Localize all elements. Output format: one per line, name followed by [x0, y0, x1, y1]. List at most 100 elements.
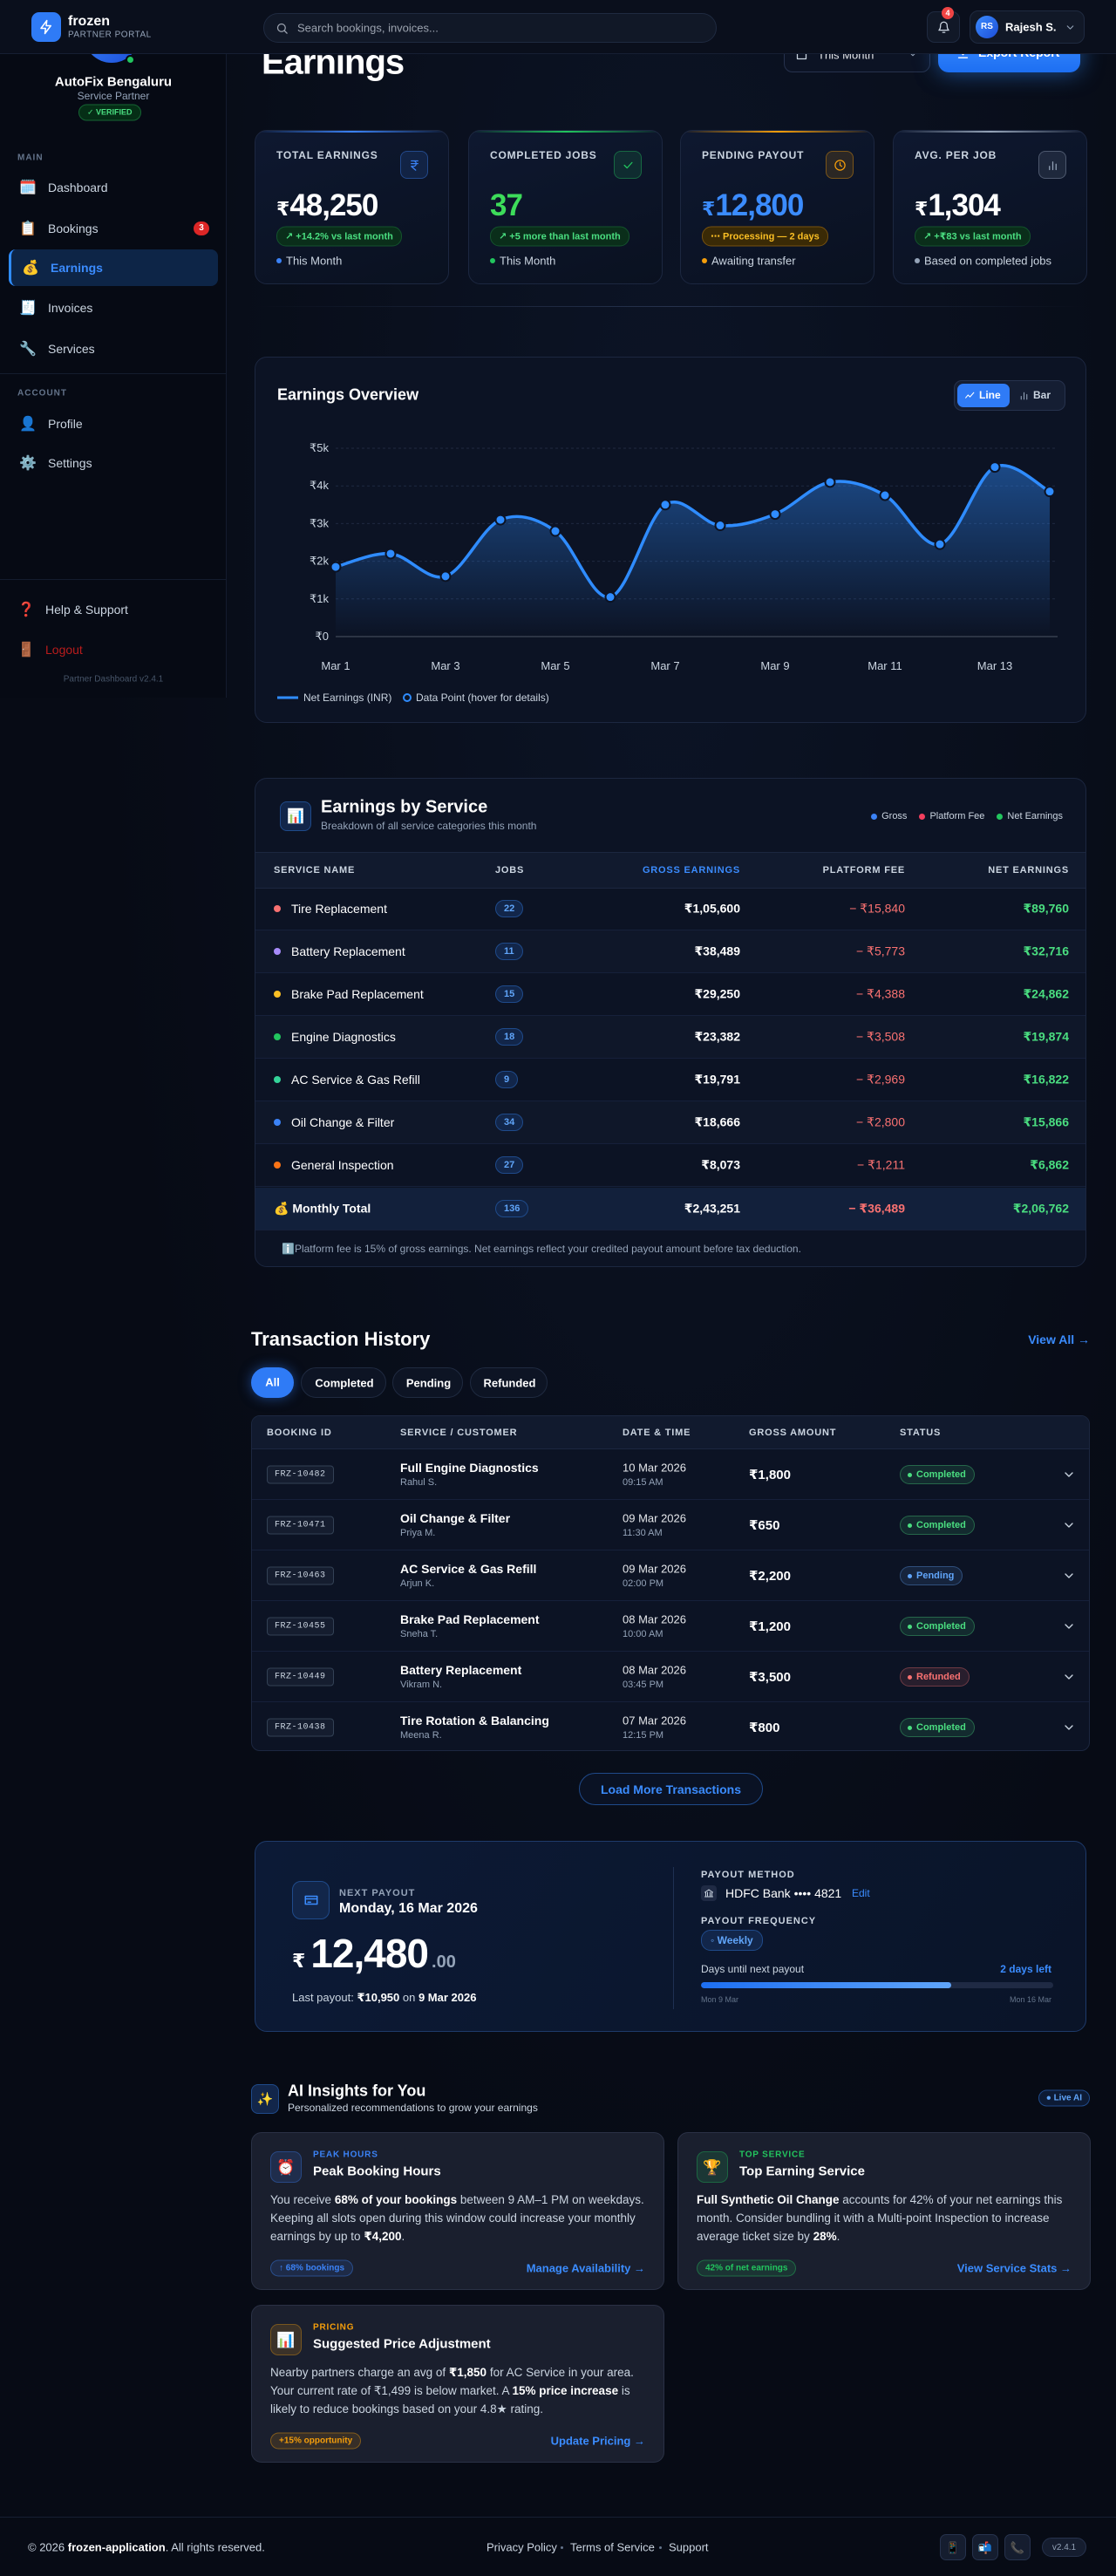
expand-chevron-glyph: [1065, 1624, 1073, 1629]
table-row[interactable]: [252, 1500, 1089, 1550]
data-point: [439, 570, 452, 583]
stat-value-row: ₹12,800: [702, 188, 804, 223]
stat-card: PENDING PAYOUT ₹12,800 ⋯ Processing — 2 da…: [680, 130, 874, 284]
expand-chevron-glyph: [1065, 1725, 1073, 1730]
nav-item[interactable]: 🚪 Logout: [9, 632, 218, 667]
chart-title: Earnings Overview: [277, 385, 419, 404]
bank-glyph-glyph: [704, 1889, 713, 1898]
filter-tab[interactable]: Refunded: [470, 1367, 548, 1398]
insight-title: Suggested Price Adjustment: [313, 2336, 491, 2352]
filter-label: Refunded: [483, 1376, 536, 1390]
nav-item[interactable]: 👤 Profile: [9, 405, 218, 442]
nav-item[interactable]: 🧾 Invoices: [9, 290, 218, 326]
insight-action[interactable]: Update Pricing →: [550, 2434, 645, 2448]
customer-name: Sneha T.: [400, 1629, 439, 1639]
column-header: SERVICE NAME: [274, 865, 356, 876]
filter-tab[interactable]: Pending: [392, 1367, 463, 1398]
footer-link[interactable]: Support: [669, 2540, 709, 2554]
stat-card: AVG. PER JOB ₹1,304 ↗ +₹83 vs last month Ba…: [893, 130, 1087, 284]
stat-value: 1,304: [928, 188, 1001, 222]
toggle-button[interactable]: Line: [957, 384, 1010, 407]
edit-link[interactable]: Edit: [852, 1887, 870, 1899]
nav-item[interactable]: 🗓️ Dashboard: [9, 169, 218, 206]
jobs-pill: 15: [495, 985, 524, 1003]
stat-value: 48,250: [289, 188, 378, 222]
insight-action[interactable]: Manage Availability →: [526, 2261, 645, 2275]
table-row[interactable]: [252, 1550, 1089, 1601]
user-menu[interactable]: RS Rajesh S.: [970, 10, 1085, 44]
x-tick-label: Mar 5: [541, 659, 569, 672]
gross-amount: ₹1,200: [749, 1619, 791, 1634]
net-amount: ₹16,822: [1023, 1072, 1069, 1087]
table-row[interactable]: [252, 1652, 1089, 1702]
expand-chevron: [1065, 1725, 1073, 1730]
search-icon: [276, 23, 288, 34]
gross-amount: ₹2,200: [749, 1569, 791, 1584]
expand-chevron-glyph: [1065, 1523, 1073, 1528]
logo-bolt-glyph: [40, 19, 51, 35]
nav-icon: 🗓️: [19, 181, 37, 195]
data-point: [1044, 486, 1056, 498]
net-amount: ₹2,06,762: [1012, 1201, 1069, 1216]
service-name: Battery Replacement: [400, 1663, 522, 1677]
gross-amount: ₹29,250: [694, 986, 740, 1001]
toggle-button[interactable]: Bar: [1011, 384, 1064, 407]
partner-name: AutoFix Bengaluru: [54, 74, 173, 90]
net-amount: ₹19,874: [1023, 1029, 1069, 1044]
customer-name: Rahul S.: [400, 1477, 438, 1488]
currency: ₹: [915, 198, 929, 220]
expand-chevron-glyph: [1065, 1674, 1073, 1680]
nav-item[interactable]: ❓ Help & Support: [9, 592, 218, 627]
insight-body: Nearby partners charge an avg of ₹1,850 …: [270, 2363, 650, 2418]
insight-card: 🏆 TOP SERVICE Top Earning Service Full Synt…: [677, 2132, 1091, 2290]
table-row[interactable]: [252, 1449, 1089, 1500]
stat-label: AVG. PER JOB: [915, 149, 997, 161]
view-all-link[interactable]: View All →: [1028, 1332, 1090, 1346]
footer-link[interactable]: Terms of Service: [570, 2540, 655, 2554]
nav-label: Profile: [48, 417, 83, 431]
nav-label: Invoices: [48, 301, 93, 315]
customer-name: Priya M.: [400, 1528, 436, 1538]
nav-item[interactable]: 📋 Bookings 3: [9, 210, 218, 247]
column-header: GROSS AMOUNT: [749, 1428, 837, 1438]
insight-action[interactable]: View Service Stats →: [956, 2261, 1072, 2275]
change-pill: ⋯ Processing — 2 days: [702, 226, 828, 247]
footer-link[interactable]: Privacy Policy: [487, 2540, 557, 2554]
nav-item[interactable]: 💰 Earnings: [9, 249, 218, 286]
table-row[interactable]: [252, 1601, 1089, 1652]
stat-note: This Month: [500, 254, 556, 268]
footer-icon[interactable]: 📱: [940, 2534, 966, 2560]
time: 09:15 AM: [623, 1477, 663, 1488]
range-start: Mon 9 Mar: [701, 1995, 739, 2004]
status-pill: Completed: [900, 1516, 975, 1535]
gross-amount: ₹19,791: [694, 1072, 740, 1087]
nav-label: Bookings: [48, 221, 99, 235]
status-pill: Completed: [900, 1718, 975, 1737]
footer-icon[interactable]: 📬: [972, 2534, 998, 2560]
filter-tab[interactable]: Completed: [301, 1367, 386, 1398]
nav-item[interactable]: 🔧 Services: [9, 331, 218, 367]
filter-tab[interactable]: All: [251, 1367, 294, 1398]
column-header: JOBS: [495, 865, 525, 876]
search-placeholder: Search bookings, invoices...: [297, 21, 439, 35]
service-name: Oil Change & Filter: [400, 1511, 511, 1525]
insight-body: You receive 68% of your bookings between…: [270, 2191, 650, 2245]
bold-text: 68% of your bookings: [334, 2193, 458, 2206]
service-name: Tire Rotation & Balancing: [400, 1714, 549, 1728]
search-box[interactable]: Search bookings, invoices...: [263, 13, 717, 43]
change-pill: ↗ +₹83 vs last month: [915, 226, 1031, 247]
insight-icon: 🏆: [697, 2151, 728, 2183]
stat-label: PENDING PAYOUT: [702, 149, 805, 161]
text: accounts for 42% of your net earnings th…: [697, 2193, 1063, 2243]
footer-icon[interactable]: 📞: [1004, 2534, 1031, 2560]
nav-item[interactable]: ⚙️ Settings: [9, 445, 218, 481]
stat-value: 12,800: [715, 188, 804, 222]
column-header: STATUS: [900, 1428, 942, 1438]
load-more-button[interactable]: Load More Transactions: [579, 1773, 763, 1805]
bell-icon-glyph: [938, 21, 949, 33]
data-point: [769, 508, 781, 521]
data-point: [659, 499, 671, 511]
status-dot: [908, 1473, 912, 1477]
nav-icon: ⚙️: [19, 456, 37, 471]
area: [336, 465, 1050, 637]
